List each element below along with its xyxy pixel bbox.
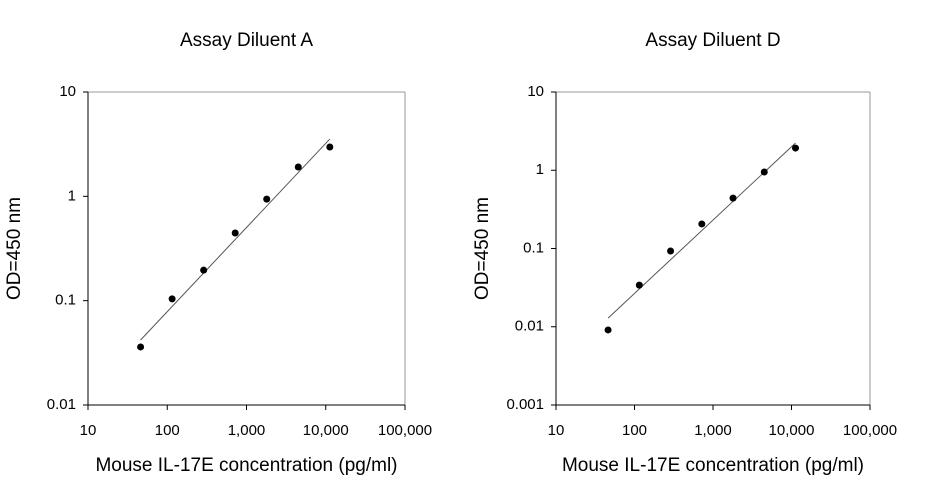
y-tick-label: 0.01: [47, 396, 76, 413]
data-point: [168, 295, 176, 303]
data-point: [604, 326, 612, 334]
x-axis-label: Mouse IL-17E concentration (pg/ml): [95, 455, 397, 476]
data-point: [635, 281, 643, 289]
data-point: [792, 144, 800, 152]
y-tick-label: 10: [527, 83, 544, 100]
y-tick-label: 1: [68, 187, 76, 204]
x-tick-label: 10: [80, 422, 97, 439]
y-tick-label: 0.1: [523, 239, 544, 256]
chart-title: Assay Diluent A: [180, 30, 313, 51]
data-point: [200, 266, 208, 274]
data-point: [137, 343, 145, 351]
y-axis-label: OD=450 nm: [472, 197, 493, 300]
trendline: [140, 138, 331, 341]
trendline: [607, 142, 796, 319]
x-tick-label: 10: [548, 422, 565, 439]
data-point: [760, 168, 768, 176]
y-tick-label: 0.01: [515, 318, 544, 335]
data-point: [698, 220, 706, 228]
x-tick-label: 10,000: [303, 422, 349, 439]
x-axis-label: Mouse IL-17E concentration (pg/ml): [562, 455, 864, 476]
x-tick-label: 100,000: [378, 422, 432, 439]
y-tick-label: 0.1: [55, 292, 76, 309]
data-point: [667, 247, 675, 255]
x-tick-label: 100,000: [843, 422, 897, 439]
data-point: [294, 163, 302, 171]
y-tick-label: 0.001: [506, 396, 544, 413]
x-tick-label: 10,000: [769, 422, 815, 439]
x-tick-label: 1,000: [228, 422, 266, 439]
data-point: [231, 229, 239, 237]
y-tick-label: 10: [59, 83, 76, 100]
chart-title: Assay Diluent D: [645, 30, 780, 51]
data-point: [326, 143, 334, 151]
data-point: [729, 194, 737, 202]
y-tick-label: 1: [536, 161, 544, 178]
y-axis-label: OD=450 nm: [4, 197, 25, 300]
x-tick-label: 100: [622, 422, 647, 439]
x-tick-label: 100: [155, 422, 180, 439]
x-tick-label: 1,000: [694, 422, 732, 439]
data-point: [263, 195, 271, 203]
